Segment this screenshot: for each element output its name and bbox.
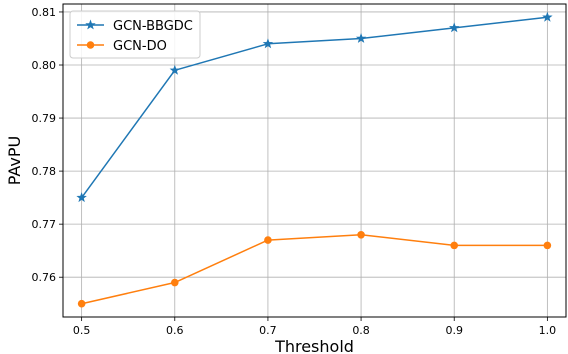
- series-0: [76, 11, 553, 203]
- data-point: [77, 299, 86, 308]
- data-point: [76, 192, 87, 203]
- y-axis-label: PAvPU: [5, 136, 24, 185]
- data-point: [262, 38, 274, 49]
- x-tick-label: 0.8: [352, 324, 370, 337]
- data-point: [355, 33, 367, 43]
- data-point: [170, 278, 179, 287]
- x-tick-label: 0.6: [166, 324, 184, 337]
- plot-frame: [62, 3, 567, 318]
- legend-label: GCN-DO: [113, 39, 167, 54]
- y-tick-label: 0.78: [32, 165, 57, 178]
- ticks: 0.5 0.6 0.7 0.8 0.9 1.0 0.76 0.77 0.78 0.79 0.80 0.…: [32, 6, 557, 337]
- x-tick-label: 0.9: [445, 324, 463, 337]
- series-line: [81, 234, 548, 305]
- x-tick-label: 0.7: [259, 324, 277, 337]
- series-layer: [76, 11, 553, 308]
- data-point: [169, 64, 180, 75]
- series-1: [77, 230, 552, 308]
- y-tick-label: 0.77: [32, 218, 57, 231]
- data-point: [357, 230, 365, 239]
- data-point: [264, 236, 272, 244]
- legend-marker: [86, 41, 95, 49]
- data-point: [450, 241, 459, 250]
- y-tick-label: 0.76: [32, 271, 57, 284]
- legend-label: GCN-BBGDC: [113, 19, 193, 34]
- data-point: [449, 22, 460, 33]
- data-point: [543, 241, 552, 250]
- x-tick-label: 1.0: [539, 324, 557, 337]
- y-tick-label: 0.81: [32, 6, 57, 19]
- x-tick-label: 0.5: [73, 324, 91, 337]
- legend-marker: [85, 19, 96, 30]
- legend: GCN-BBGDC GCN-DO: [69, 10, 201, 59]
- data-point: [542, 11, 553, 22]
- y-tick-label: 0.79: [32, 112, 57, 125]
- x-axis-label: Threshold: [274, 337, 354, 354]
- series-line: [81, 16, 548, 199]
- legend-box: [69, 10, 201, 59]
- y-tick-label: 0.80: [32, 59, 57, 72]
